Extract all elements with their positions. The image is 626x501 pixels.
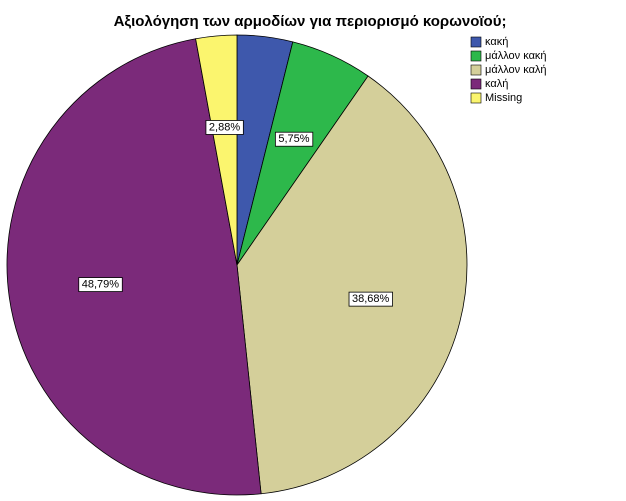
pie-slice [195, 34, 238, 266]
legend-label: κακή [485, 36, 508, 48]
data-label-box [274, 131, 314, 147]
chart-title: Αξιολόγηση των αρμοδίων για περιορισμό κ… [114, 13, 507, 30]
data-label: 48,79% [82, 279, 120, 291]
data-label-box [78, 277, 123, 292]
legend-swatch [470, 92, 482, 104]
legend-label: καλή [485, 78, 508, 90]
data-label-box [205, 120, 244, 135]
data-label: 5,75% [278, 133, 309, 145]
legend-label: μάλλον κακή [485, 50, 547, 62]
legend-swatch [470, 78, 482, 90]
data-label-box [348, 291, 393, 307]
legend-label: μάλλον καλή [485, 64, 547, 76]
pie-slice [236, 75, 468, 495]
legend-label: Missing [485, 92, 522, 104]
legend-swatch [470, 50, 482, 62]
data-label: 38,68% [352, 293, 390, 305]
pie-slice [6, 38, 262, 496]
legend-swatch [470, 36, 482, 48]
data-label: 2,88% [209, 121, 240, 133]
legend-swatch [470, 64, 482, 76]
